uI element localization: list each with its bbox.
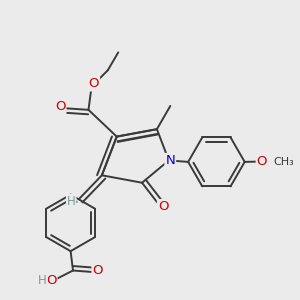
Text: O: O <box>158 200 168 213</box>
Text: O: O <box>88 77 99 90</box>
Text: O: O <box>257 155 267 168</box>
Text: O: O <box>46 274 56 287</box>
Text: H: H <box>67 195 76 208</box>
Text: O: O <box>92 264 103 277</box>
Text: H: H <box>38 274 47 287</box>
Text: CH₃: CH₃ <box>274 157 295 166</box>
Text: O: O <box>55 100 65 113</box>
Text: N: N <box>165 154 175 167</box>
